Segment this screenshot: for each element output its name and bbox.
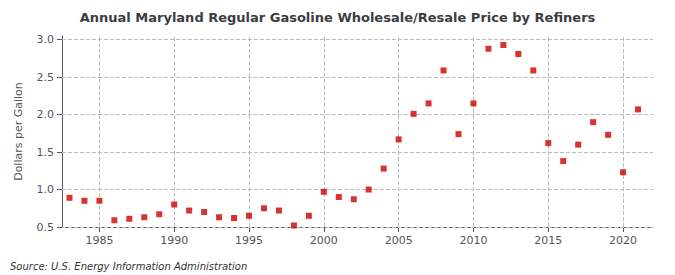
svg-text:2010: 2010 [459, 234, 487, 247]
svg-text:2020: 2020 [609, 234, 637, 247]
svg-text:2.0: 2.0 [37, 108, 55, 121]
svg-text:1985: 1985 [85, 234, 113, 247]
svg-text:1990: 1990 [160, 234, 188, 247]
svg-text:2005: 2005 [385, 234, 413, 247]
svg-text:2.5: 2.5 [37, 71, 55, 84]
svg-text:Source: U.S. Energy Informatio: Source: U.S. Energy Information Administ… [10, 261, 247, 272]
svg-text:1.5: 1.5 [37, 146, 55, 159]
svg-text:3.0: 3.0 [37, 33, 55, 46]
svg-text:1995: 1995 [235, 234, 263, 247]
svg-text:Annual Maryland Regular Gasoli: Annual Maryland Regular Gasoline Wholesa… [80, 10, 596, 25]
svg-text:1.0: 1.0 [37, 183, 55, 196]
svg-text:0.5: 0.5 [37, 221, 55, 234]
svg-text:2000: 2000 [310, 234, 338, 247]
svg-text:Dollars per Gallon: Dollars per Gallon [12, 82, 25, 181]
svg-text:2015: 2015 [534, 234, 562, 247]
